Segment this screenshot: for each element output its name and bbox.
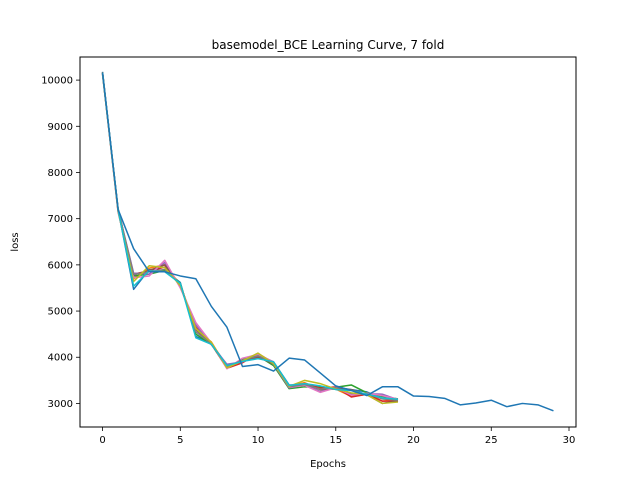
y-tick-label: 5000: [48, 307, 73, 318]
y-tick-label: 3000: [48, 399, 73, 410]
y-tick-label: 10000: [41, 76, 73, 87]
x-tick-label: 25: [485, 435, 498, 446]
x-axis-label: Epochs: [310, 459, 346, 470]
y-tick-label: 8000: [48, 168, 73, 179]
x-tick-label: 5: [177, 435, 183, 446]
x-tick-label: 20: [407, 435, 420, 446]
y-tick-label: 6000: [48, 260, 73, 271]
y-tick-label: 9000: [48, 122, 73, 133]
x-tick-label: 15: [329, 435, 342, 446]
y-axis-label: loss: [10, 232, 21, 251]
series-line-9: [101, 73, 399, 405]
y-tick-label: 7000: [48, 214, 73, 225]
x-axis: 0 5 10 15 20 25 30: [99, 427, 575, 446]
series-line-11: [101, 73, 554, 412]
y-axis: 3000 4000 5000 6000 7000 8000 9000 10000: [41, 76, 80, 410]
x-tick-label: 10: [252, 435, 265, 446]
chart-title: basemodel_BCE Learning Curve, 7 fold: [212, 38, 445, 52]
plot-area: [101, 71, 554, 412]
axes-frame: [79, 56, 577, 428]
y-tick-label: 4000: [48, 353, 73, 364]
x-tick-label: 0: [99, 435, 105, 446]
x-tick-label: 30: [563, 435, 576, 446]
